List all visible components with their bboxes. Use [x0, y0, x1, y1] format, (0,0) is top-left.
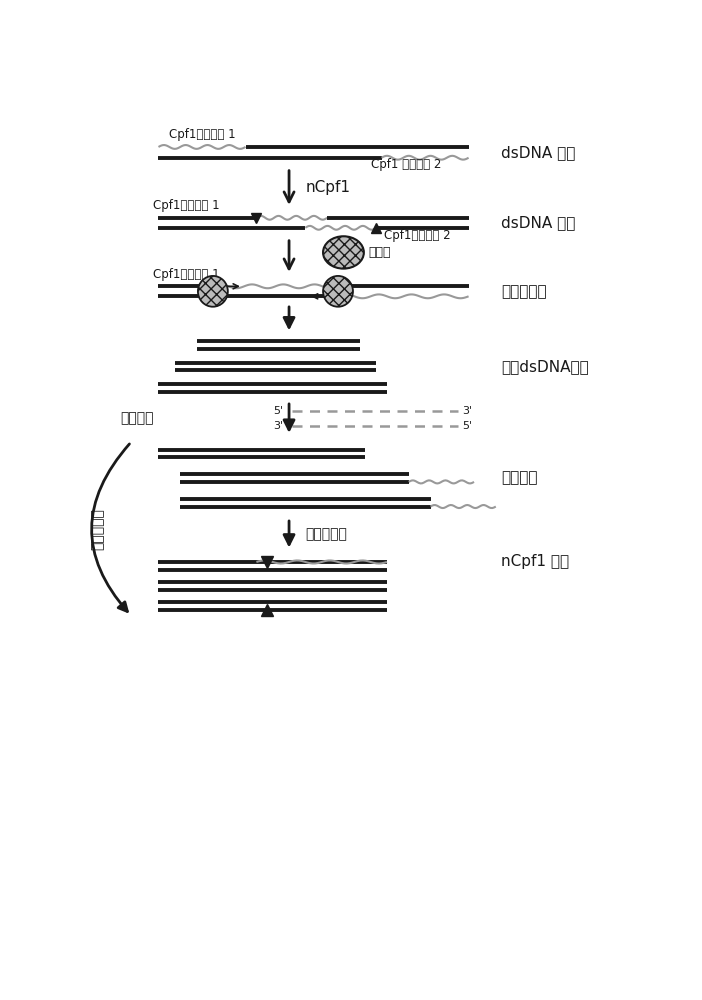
Ellipse shape	[198, 276, 228, 307]
Ellipse shape	[323, 236, 364, 269]
Text: Cpf1指导位点 2: Cpf1指导位点 2	[384, 229, 451, 242]
Text: dsDNA 靶标: dsDNA 靶标	[501, 145, 576, 160]
Text: nCpf1 切刻: nCpf1 切刻	[501, 554, 569, 569]
Text: 引物添加: 引物添加	[121, 411, 154, 425]
Text: 指数式重复: 指数式重复	[91, 508, 105, 550]
Text: 聚合酶延伸: 聚合酶延伸	[305, 527, 347, 541]
Text: dsDNA 切刻: dsDNA 切刻	[501, 215, 576, 230]
Text: 3': 3'	[462, 406, 472, 416]
Text: 聚合酶延伸: 聚合酶延伸	[501, 284, 547, 299]
Text: Cpf1指导位点 1: Cpf1指导位点 1	[169, 128, 236, 141]
Text: 中间dsDNA扩增: 中间dsDNA扩增	[501, 359, 589, 374]
Text: 5': 5'	[274, 406, 284, 416]
Text: 3': 3'	[274, 421, 284, 431]
Text: 聚合酶: 聚合酶	[368, 246, 390, 259]
Text: Cpf1 指导位点 2: Cpf1 指导位点 2	[371, 158, 441, 171]
Text: 5': 5'	[462, 421, 472, 431]
FancyArrowPatch shape	[91, 444, 129, 611]
Text: nCpf1: nCpf1	[305, 180, 350, 195]
Text: Cpf1指导位点 1: Cpf1指导位点 1	[153, 199, 220, 212]
Text: 引物杂交: 引物杂交	[501, 471, 538, 486]
Ellipse shape	[323, 276, 353, 307]
Text: Cpf1指导位点 1: Cpf1指导位点 1	[153, 268, 220, 281]
